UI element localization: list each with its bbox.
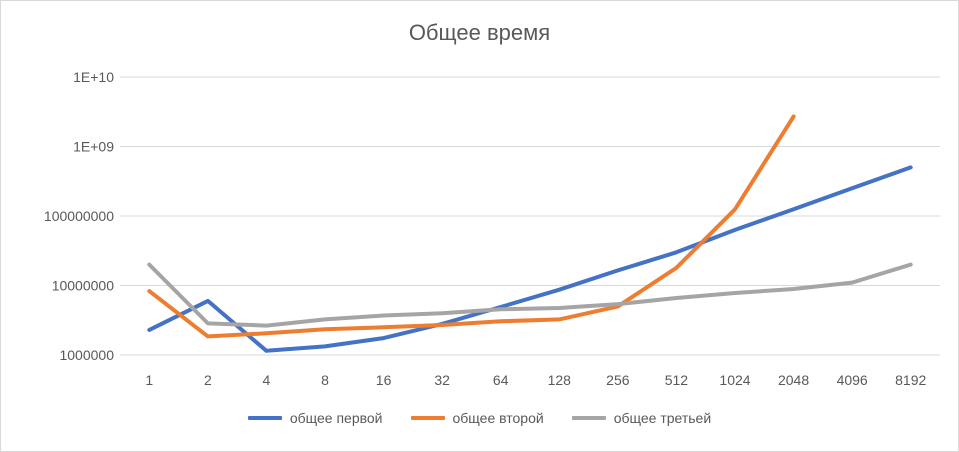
x-tick-label: 2	[204, 372, 212, 388]
x-tick-label: 64	[493, 372, 509, 388]
x-tick-label: 256	[606, 372, 630, 388]
x-tick-label: 1	[145, 372, 153, 388]
x-tick-label: 32	[434, 372, 450, 388]
x-tick-label: 16	[376, 372, 392, 388]
y-tick-label: 100000000	[44, 208, 114, 224]
chart-title: Общее время	[408, 20, 551, 45]
x-tick-label: 4	[263, 372, 271, 388]
y-tick-label: 1E+09	[73, 139, 114, 155]
x-tick-label: 4096	[837, 372, 868, 388]
legend-label: общее третьей	[613, 410, 712, 426]
legend-swatch	[247, 416, 282, 420]
x-tick-label: 8	[321, 372, 329, 388]
x-tick-label: 1024	[719, 372, 750, 388]
x-tick-label: 8192	[895, 372, 926, 388]
y-tick-label: 10000000	[52, 278, 115, 294]
x-tick-label: 128	[548, 372, 572, 388]
legend-item-3: общее третьей	[571, 410, 712, 426]
legend-label: общее первой	[289, 410, 383, 426]
legend-item-1: общее первой	[247, 410, 383, 426]
x-tick-label: 2048	[778, 372, 809, 388]
legend-label: общее второй	[452, 410, 544, 426]
series-line-3	[147, 262, 913, 328]
series-line-2	[147, 114, 796, 339]
legend-swatch	[571, 416, 606, 420]
y-tick-label: 1000000	[59, 347, 114, 363]
chart-legend: общее первой общее второй общее третьей	[0, 410, 959, 426]
legend-item-2: общее второй	[410, 410, 544, 426]
x-tick-label: 512	[665, 372, 689, 388]
series-line-1	[147, 165, 913, 353]
legend-swatch	[410, 416, 445, 420]
y-tick-label: 1E+10	[73, 69, 114, 85]
